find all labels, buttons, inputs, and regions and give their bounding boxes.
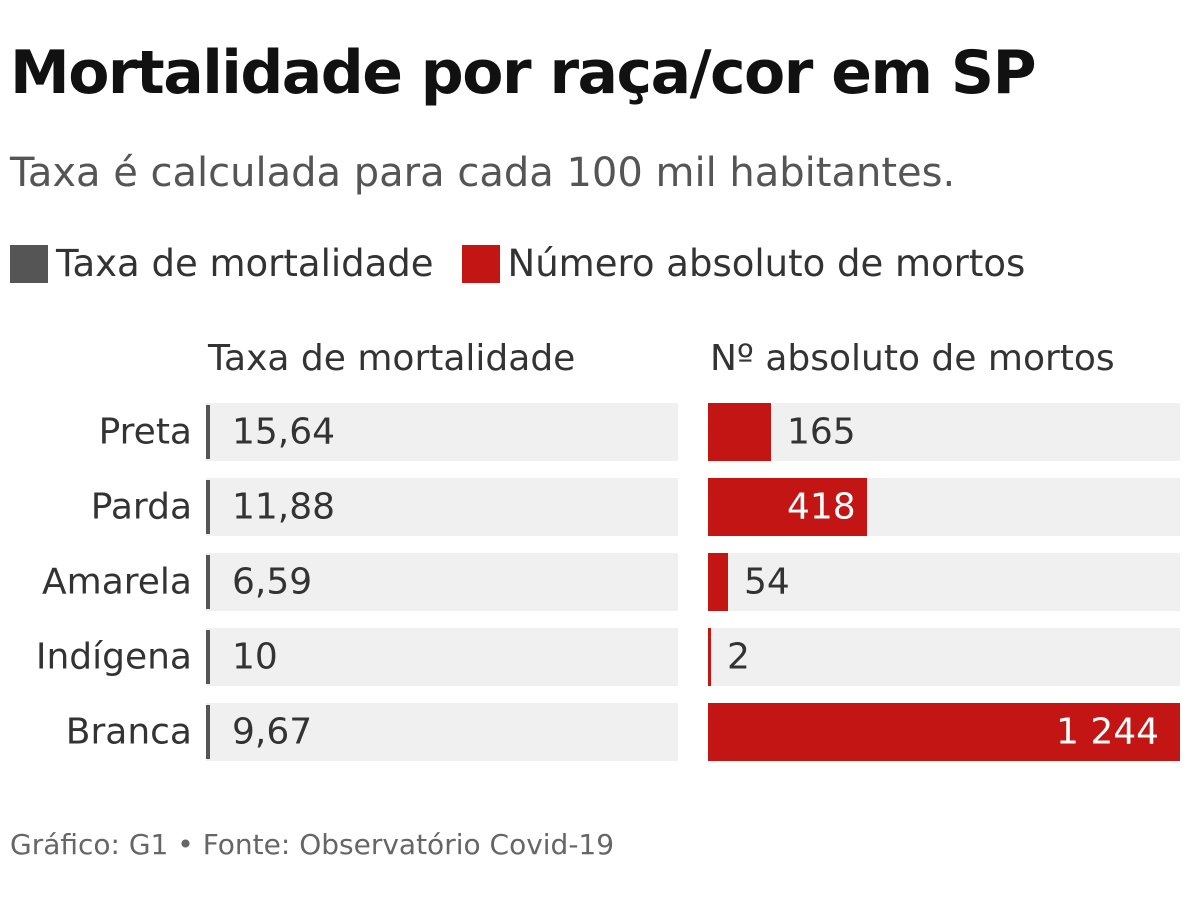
rate-cell-preta	[206, 403, 678, 461]
legend: Taxa de mortalidade Número absoluto de m…	[10, 242, 1053, 285]
absolute-bar-indigena	[708, 628, 711, 686]
absolute-cell-indigena	[708, 628, 1180, 686]
rate-cell-parda	[206, 478, 678, 536]
rate-value-branca: 9,67	[232, 711, 313, 753]
absolute-column-header: Nº absoluto de mortos	[710, 338, 1115, 379]
category-label-preta: Preta	[98, 411, 192, 453]
rate-bar-parda	[206, 480, 210, 534]
category-label-amarela: Amarela	[42, 561, 192, 603]
rate-value-parda: 11,88	[232, 486, 336, 528]
source-footer: Gráfico: G1 • Fonte: Observatório Covid-…	[10, 828, 615, 861]
absolute-cell-amarela	[708, 553, 1180, 611]
absolute-value-amarela: 54	[744, 561, 790, 603]
chart-row-preta: Preta 15,64 165	[0, 403, 1200, 461]
absolute-value-branca: 1 244	[1056, 711, 1160, 753]
legend-swatch-absolute	[461, 244, 500, 283]
category-label-parda: Parda	[90, 486, 192, 528]
legend-item-absolute: Número absoluto de mortos	[461, 242, 1026, 285]
legend-label-rate: Taxa de mortalidade	[56, 242, 434, 285]
rate-bar-amarela	[206, 555, 210, 609]
absolute-bar-preta	[708, 403, 771, 461]
rate-bar-preta	[206, 405, 210, 459]
chart-subtitle: Taxa é calculada para cada 100 mil habit…	[10, 150, 956, 196]
rate-cell-branca	[206, 703, 678, 761]
rate-value-indigena: 10	[232, 636, 278, 678]
rate-cell-indigena	[206, 628, 678, 686]
absolute-value-preta: 165	[787, 411, 856, 453]
absolute-value-indigena: 2	[727, 636, 750, 678]
absolute-cell-preta	[708, 403, 1180, 461]
category-label-indigena: Indígena	[35, 636, 192, 678]
rate-bar-indigena	[206, 630, 210, 684]
rate-value-preta: 15,64	[232, 411, 336, 453]
absolute-bar-amarela	[708, 553, 728, 611]
absolute-bar-parda	[708, 478, 867, 536]
rate-bar-branca	[206, 705, 210, 759]
chart-row-amarela: Amarela 6,59 54	[0, 553, 1200, 611]
legend-swatch-rate	[10, 244, 48, 283]
chart-row-indigena: Indígena 10 2	[0, 628, 1200, 686]
legend-item-rate: Taxa de mortalidade	[10, 242, 434, 285]
legend-label-absolute: Número absoluto de mortos	[507, 242, 1026, 285]
chart-title: Mortalidade por raça/cor em SP	[10, 38, 1037, 108]
category-label-branca: Branca	[65, 711, 192, 753]
rate-cell-amarela	[206, 553, 678, 611]
absolute-value-parda: 418	[787, 486, 856, 528]
chart-row-parda: Parda 11,88 418	[0, 478, 1200, 536]
chart-row-branca: Branca 9,67 1 244	[0, 703, 1200, 761]
absolute-bar-branca	[708, 703, 1180, 761]
rate-column-header: Taxa de mortalidade	[208, 338, 576, 379]
rate-value-amarela: 6,59	[232, 561, 313, 603]
